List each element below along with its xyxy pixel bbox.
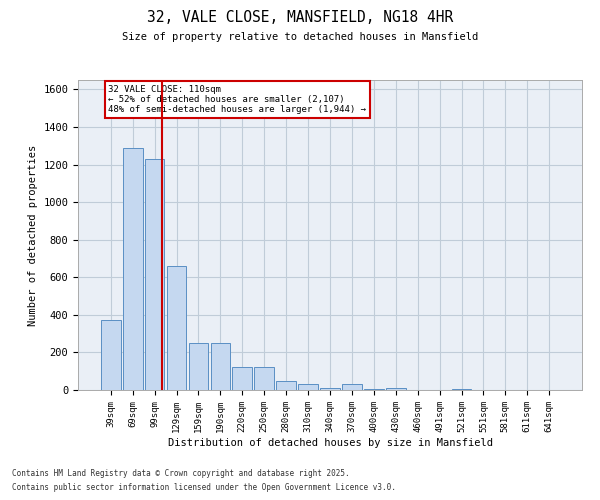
Bar	[232, 368, 252, 390]
Bar	[386, 388, 406, 390]
Bar	[123, 148, 143, 390]
Bar	[452, 389, 472, 390]
Bar	[342, 384, 362, 390]
Bar	[145, 159, 164, 390]
Bar	[276, 380, 296, 390]
Bar	[101, 320, 121, 390]
Y-axis label: Number of detached properties: Number of detached properties	[28, 144, 38, 326]
Text: Size of property relative to detached houses in Mansfield: Size of property relative to detached ho…	[122, 32, 478, 42]
Bar	[298, 384, 318, 390]
Bar	[188, 343, 208, 390]
Bar	[211, 343, 230, 390]
Text: 32 VALE CLOSE: 110sqm
← 52% of detached houses are smaller (2,107)
48% of semi-d: 32 VALE CLOSE: 110sqm ← 52% of detached …	[108, 84, 366, 114]
Bar	[364, 389, 384, 390]
Bar	[167, 266, 187, 390]
Bar	[254, 368, 274, 390]
X-axis label: Distribution of detached houses by size in Mansfield: Distribution of detached houses by size …	[167, 438, 493, 448]
Text: Contains public sector information licensed under the Open Government Licence v3: Contains public sector information licen…	[12, 484, 396, 492]
Bar	[320, 388, 340, 390]
Text: 32, VALE CLOSE, MANSFIELD, NG18 4HR: 32, VALE CLOSE, MANSFIELD, NG18 4HR	[147, 10, 453, 25]
Text: Contains HM Land Registry data © Crown copyright and database right 2025.: Contains HM Land Registry data © Crown c…	[12, 468, 350, 477]
